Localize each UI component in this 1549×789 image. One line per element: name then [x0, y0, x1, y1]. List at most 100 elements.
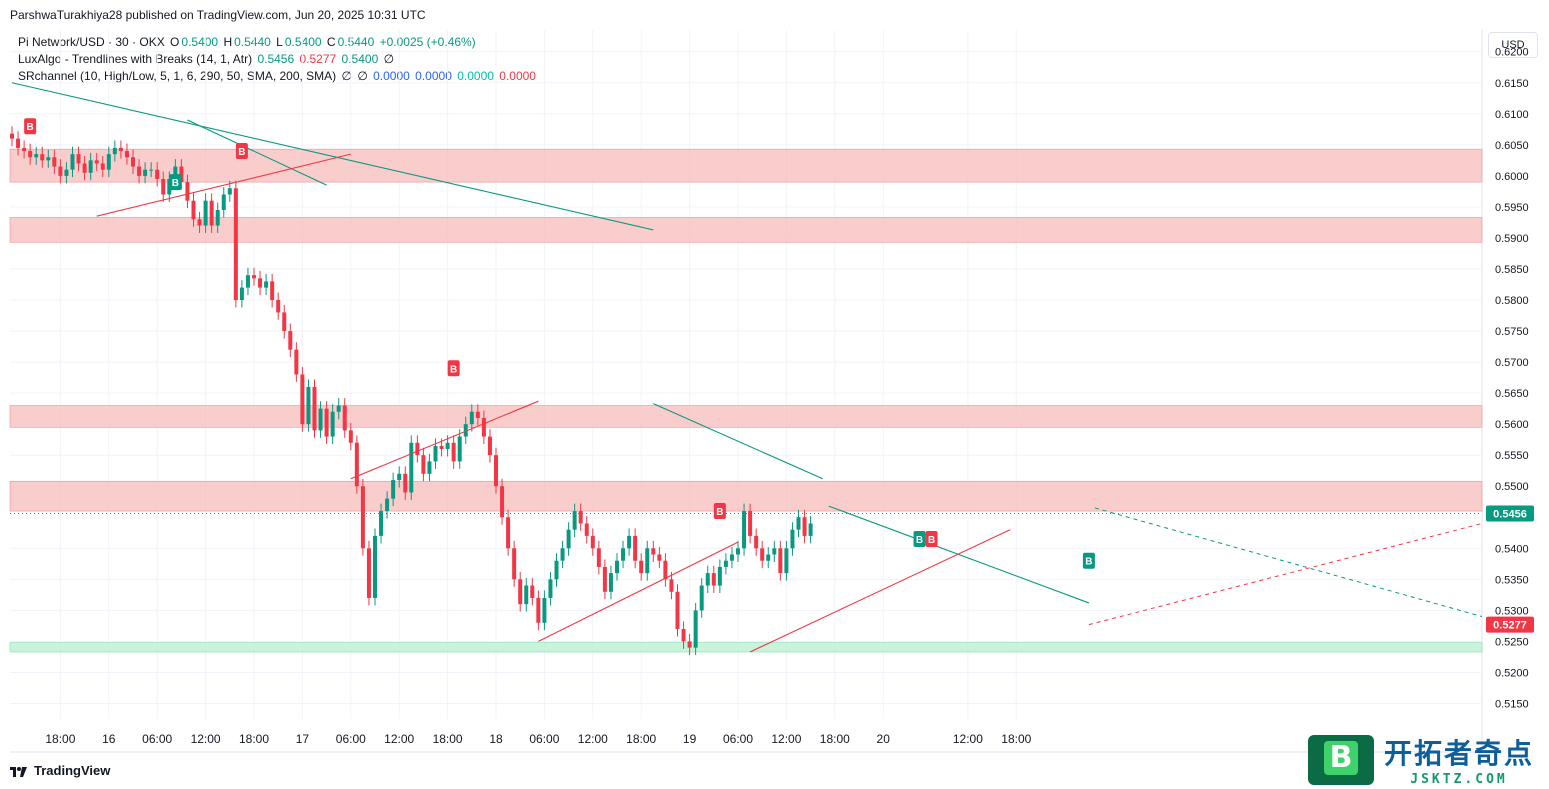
legend-symbol-row[interactable]: Pi Network/USD · 30 · OKX O 0.5400 H 0.544…: [18, 34, 538, 51]
candle-body: [318, 408, 323, 431]
symbol-name[interactable]: Pi Network/USD · 30 · OKX: [18, 35, 165, 49]
tradingview-footer[interactable]: TradingView: [10, 763, 110, 778]
candle-body: [348, 430, 353, 443]
candle-body: [330, 411, 335, 437]
legend-indicator-srchannel[interactable]: SRchannel (10, High/Low, 5, 1, 6, 290, 5…: [18, 68, 538, 85]
ascending-trendline: [96, 153, 351, 217]
candle-body: [754, 535, 759, 549]
y-tick-label: 0.5750: [1495, 326, 1529, 338]
indicator-value: 0.0000: [499, 69, 536, 83]
indicator-value: ∅: [357, 69, 368, 83]
y-tick-label: 0.5200: [1495, 667, 1529, 679]
candle-body: [300, 374, 305, 425]
price-tag: [1486, 505, 1534, 522]
y-tick-label: 0.6050: [1495, 140, 1529, 152]
break-label: [447, 360, 460, 377]
candle-body: [445, 442, 450, 449]
break-label-text: B: [172, 178, 179, 189]
candle-body: [748, 511, 753, 536]
candle-body: [530, 585, 535, 598]
candle-body: [16, 138, 21, 148]
high-label: H: [223, 35, 233, 49]
candle-body: [524, 585, 529, 605]
indicator-value: 0.0000: [373, 69, 410, 83]
price-tag-label: 0.5456: [1493, 509, 1527, 521]
candle-body: [185, 182, 190, 201]
candle-body: [264, 281, 269, 288]
candle-body: [403, 473, 408, 493]
x-tick-label: 18:00: [820, 732, 850, 746]
candle-body: [82, 163, 87, 173]
break-label-text: B: [916, 535, 923, 546]
candle-body: [149, 169, 154, 171]
candle-body: [137, 166, 142, 176]
x-tick-label: 16: [102, 732, 116, 746]
candle-body: [215, 210, 220, 226]
y-tick-label: 0.5650: [1495, 388, 1529, 400]
candle-body: [796, 517, 801, 530]
x-tick-label: 20: [877, 732, 891, 746]
candle-body: [167, 178, 172, 195]
break-label-text: B: [716, 507, 723, 518]
candle-body: [615, 560, 619, 574]
candle-body: [693, 610, 698, 648]
candle-body: [802, 517, 807, 536]
candle-body: [34, 154, 39, 158]
indicator-name[interactable]: SRchannel (10, High/Low, 5, 1, 6, 290, 5…: [18, 69, 337, 83]
candle-body: [457, 436, 462, 462]
candle-body: [155, 169, 160, 179]
candle-body: [602, 566, 607, 592]
x-tick-label: 17: [296, 732, 310, 746]
open-label: O: [170, 35, 180, 49]
indicator-value: ∅: [383, 52, 395, 66]
ascending-trendline: [749, 529, 1011, 653]
candle-body: [379, 511, 384, 536]
x-tick-label: 06:00: [142, 732, 172, 746]
candle-body: [197, 219, 202, 226]
sr-zone: [9, 217, 1483, 243]
candle-body: [711, 573, 716, 586]
candle-body: [723, 560, 728, 567]
candle-body: [252, 275, 256, 279]
candle-body: [439, 445, 444, 449]
candle-body: [209, 200, 214, 226]
candle-body: [475, 411, 480, 418]
y-tick-label: 0.5250: [1495, 636, 1529, 648]
candle-body: [324, 408, 329, 437]
candle-body: [282, 312, 287, 332]
break-label: [235, 143, 248, 160]
candle-body: [542, 597, 547, 623]
y-tick-label: 0.5500: [1495, 481, 1529, 493]
legend-indicator-trendlines[interactable]: LuxAlgo - Trendlines with Breaks (14, 1,…: [18, 51, 538, 68]
y-tick-label: 0.5300: [1495, 605, 1529, 617]
candle-body: [366, 548, 371, 598]
candle-body: [227, 188, 232, 195]
candle-body: [627, 535, 632, 549]
price-tag-label: 0.5277: [1493, 620, 1527, 632]
y-tick-label: 0.6100: [1495, 109, 1529, 121]
close-value: 0.5440: [337, 35, 375, 49]
indicator-name[interactable]: LuxAlgo - Trendlines with Breaks (14, 1,…: [18, 52, 253, 66]
break-label-text: B: [1085, 557, 1092, 568]
candle-body: [608, 573, 613, 592]
indicator-value: 0.0000: [457, 69, 494, 83]
candle-body: [76, 154, 81, 164]
currency-unit-button[interactable]: USD: [1488, 32, 1538, 58]
publisher-line: ParshwaTurakhiya28 published on TradingV…: [10, 8, 426, 22]
y-tick-label: 0.5550: [1495, 450, 1529, 462]
candle-body: [373, 535, 377, 598]
break-label: [713, 503, 726, 520]
descending-trendline: [653, 403, 823, 480]
candle-body: [736, 548, 740, 555]
candle-body: [306, 386, 311, 425]
candle-body: [143, 169, 148, 176]
candle-body: [191, 200, 196, 220]
candle-body: [469, 411, 474, 425]
candle-body: [500, 486, 505, 518]
x-tick-label: 12:00: [578, 732, 608, 746]
tradingview-logo-icon: [10, 765, 28, 777]
candle-body: [354, 442, 359, 487]
candle-body: [596, 548, 601, 567]
sr-zone: [9, 480, 1483, 512]
